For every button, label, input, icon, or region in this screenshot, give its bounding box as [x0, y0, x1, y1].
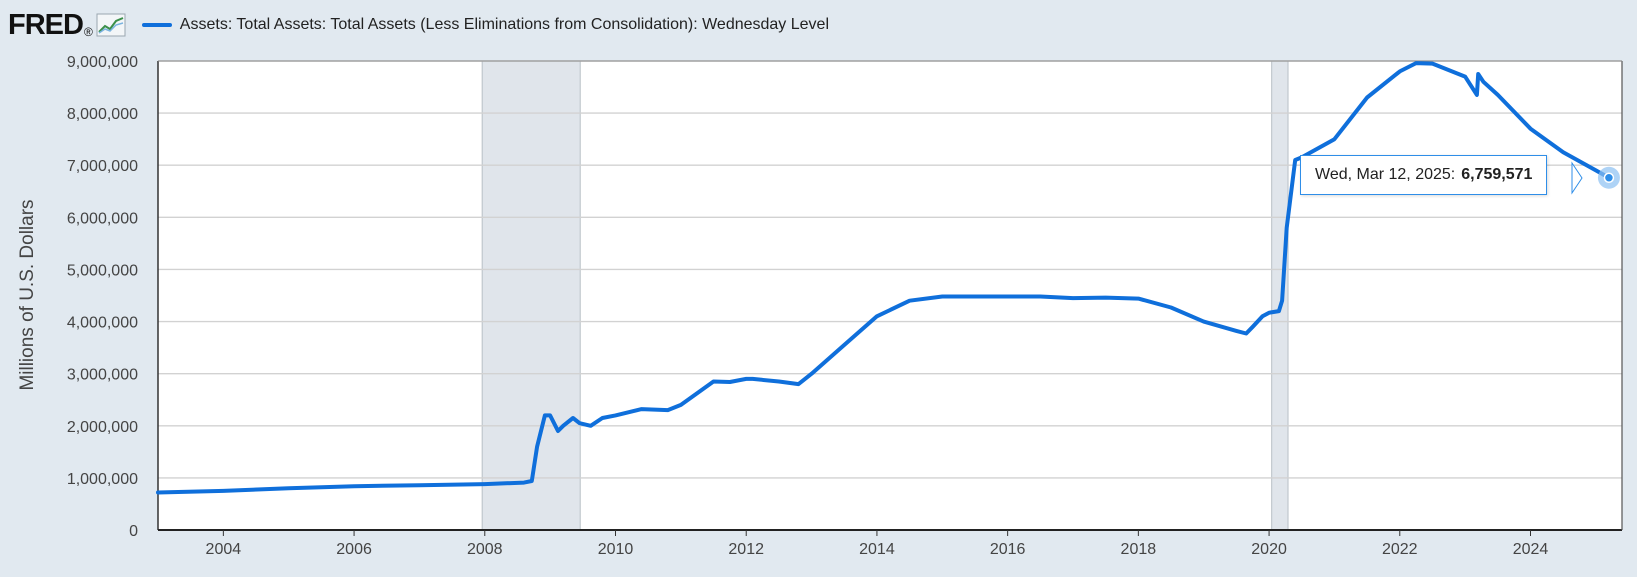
plot-area: [158, 61, 1622, 530]
y-tick-label: 3,000,000: [67, 367, 138, 384]
legend-label: Assets: Total Assets: Total Assets (Less…: [179, 16, 829, 33]
x-tick-label: 2016: [990, 541, 1026, 558]
x-tick-label: 2012: [728, 541, 764, 558]
y-tick-label: 5,000,000: [67, 262, 138, 279]
y-axis-label: Millions of U.S. Dollars: [17, 199, 38, 391]
y-tick-label: 2,000,000: [67, 419, 138, 436]
y-tick-label: 0: [129, 523, 138, 540]
x-tick-label: 2024: [1513, 541, 1549, 558]
y-tick-label: 1,000,000: [67, 471, 138, 488]
tooltip-date: Wed, Mar 12, 2025:: [1315, 166, 1456, 183]
y-tick-label: 7,000,000: [67, 158, 138, 175]
tooltip-pointer: [1571, 161, 1583, 195]
y-tick-label: 8,000,000: [67, 106, 138, 123]
chart-header: FRED ® Assets: Total Assets: Total Asset…: [8, 8, 829, 42]
fred-graph-icon: [96, 13, 126, 37]
x-tick-label: 2008: [467, 541, 503, 558]
tooltip: Wed, Mar 12, 2025: 6,759,571: [1300, 155, 1548, 195]
legend-swatch: [141, 23, 172, 27]
tooltip-value: 6,759,571: [1461, 166, 1533, 183]
legend[interactable]: Assets: Total Assets: Total Assets (Less…: [141, 16, 829, 34]
x-tick-label: 2014: [859, 541, 895, 558]
x-tick-label: 2006: [336, 541, 372, 558]
recession-band: [1271, 61, 1289, 530]
x-tick-label: 2004: [206, 541, 242, 558]
x-tick-label: 2020: [1251, 541, 1287, 558]
registered-mark: ®: [83, 25, 93, 39]
y-tick-label: 6,000,000: [67, 210, 138, 227]
recession-band: [482, 61, 581, 530]
series-line[interactable]: [156, 61, 1611, 495]
x-tick-label: 2022: [1382, 541, 1418, 558]
y-tick-label: 4,000,000: [67, 315, 138, 332]
highlight-point[interactable]: [1603, 172, 1615, 184]
x-tick-label: 2010: [598, 541, 634, 558]
x-tick-label: 2018: [1121, 541, 1157, 558]
y-tick-label: 9,000,000: [67, 54, 138, 71]
fred-logo[interactable]: FRED: [8, 8, 84, 41]
